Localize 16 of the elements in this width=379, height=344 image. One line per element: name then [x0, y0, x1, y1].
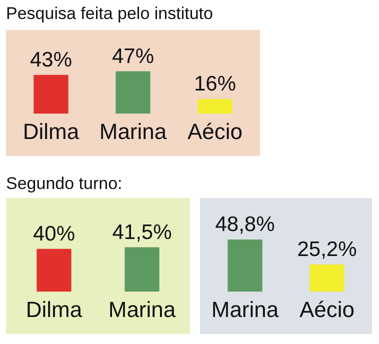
- x-tick-label: Marina: [108, 296, 176, 322]
- data-label: 41,5%: [112, 220, 172, 244]
- x-tick-label: Aécio: [299, 296, 355, 322]
- data-label: 47%: [112, 44, 154, 68]
- x-tick-label: Marina: [211, 296, 280, 322]
- data-label: 16%: [194, 72, 236, 96]
- data-label: 43%: [30, 48, 72, 72]
- x-tick-label: Dilma: [22, 118, 80, 144]
- chart-title: Pesquisa feita pelo instituto: [6, 4, 213, 24]
- data-label: 40%: [32, 222, 76, 246]
- chart-title: Segundo turno:: [6, 174, 122, 194]
- x-tick-label: Aécio: [187, 118, 243, 144]
- data-label: 25,2%: [297, 238, 357, 262]
- data-label: 48,8%: [215, 213, 275, 236]
- x-tick-label: Dilma: [26, 296, 83, 322]
- x-tick-label: Marina: [99, 118, 168, 144]
